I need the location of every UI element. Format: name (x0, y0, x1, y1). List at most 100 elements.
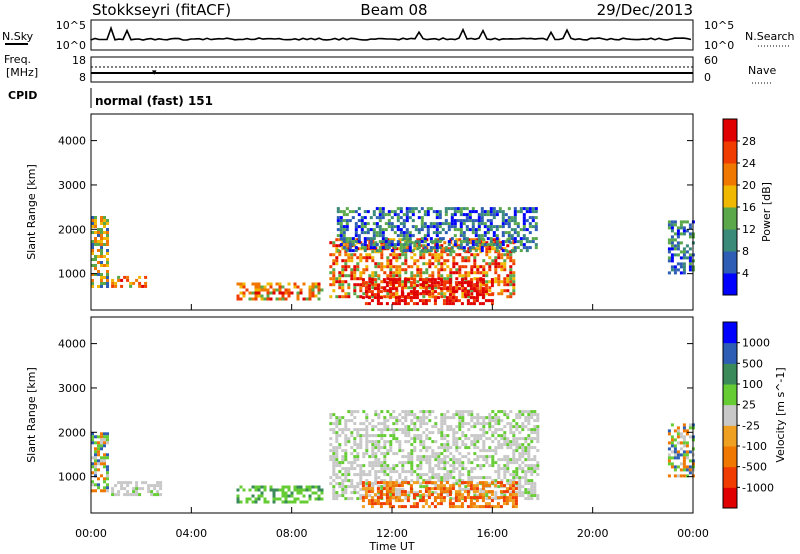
echo-cell (386, 256, 390, 260)
echo-cell (473, 259, 477, 263)
echo-cell (515, 467, 519, 471)
echo-cell (430, 284, 434, 288)
echo-cell (428, 464, 432, 468)
echo-cell (489, 225, 493, 229)
echo-cell (534, 210, 538, 214)
echo-cell (364, 493, 368, 497)
echo-cell (497, 434, 501, 438)
echo-cell (497, 280, 501, 284)
echo-cell (341, 458, 345, 462)
echo-cell (500, 289, 504, 293)
echo-cell (509, 461, 513, 465)
echo-cell (476, 253, 480, 257)
echo-cell (527, 434, 531, 438)
echo-cell (242, 285, 246, 289)
echo-cell (342, 231, 346, 235)
echo-cell (679, 435, 683, 439)
echo-cell (106, 234, 109, 237)
echo-cell (422, 431, 426, 435)
echo-cell (500, 443, 504, 447)
echo-cell (368, 274, 372, 278)
echo-cell (482, 265, 486, 269)
echo-cell (679, 453, 683, 457)
echo-cell (449, 268, 453, 272)
echo-cell (479, 283, 483, 287)
echo-cell (527, 443, 531, 447)
echo-cell (434, 416, 438, 420)
echo-cell (374, 479, 378, 483)
echo-cell (400, 505, 404, 509)
echo-cell (458, 410, 462, 414)
echo-cell (393, 246, 397, 250)
echo-cell (404, 413, 408, 417)
echo-cell (467, 479, 471, 483)
echo-cell (341, 280, 345, 284)
echo-cell (419, 449, 423, 453)
echo-cell (311, 294, 315, 298)
echo-cell (290, 500, 294, 504)
echo-cell (482, 241, 486, 245)
echo-cell (452, 467, 456, 471)
echo-cell (492, 207, 496, 211)
x-tick-label: 00:00 (677, 527, 709, 540)
echo-cell (345, 213, 349, 217)
echo-cell (673, 429, 677, 433)
echo-cell (470, 440, 474, 444)
echo-cell (388, 487, 392, 491)
echo-cell (348, 210, 352, 214)
echo-cell (351, 249, 355, 253)
echo-cell (469, 499, 473, 503)
echo-cell (391, 493, 395, 497)
echo-cell (341, 482, 345, 486)
echo-cell (673, 223, 677, 227)
echo-cell (332, 479, 336, 483)
echo-cell (450, 216, 454, 220)
echo-cell (682, 232, 686, 236)
echo-cell (432, 246, 436, 250)
echo-cell (406, 302, 410, 306)
echo-cell (455, 446, 459, 450)
echo-cell (685, 444, 689, 448)
echo-cell (420, 237, 424, 241)
echo-cell (378, 249, 382, 253)
echo-cell (338, 428, 342, 432)
echo-cell (335, 280, 339, 284)
echo-cell (275, 497, 279, 501)
echo-cell (106, 261, 109, 264)
echo-cell (299, 291, 303, 295)
echo-cell (470, 271, 474, 275)
echo-cell (344, 419, 348, 423)
echo-cell (494, 452, 498, 456)
echo-cell (476, 476, 480, 480)
colorbar-swatch (723, 487, 737, 509)
echo-cell (670, 247, 674, 251)
echo-cell (361, 499, 365, 503)
echo-cell (362, 470, 366, 474)
echo-cell (410, 449, 414, 453)
echo-cell (506, 461, 510, 465)
echo-cell (407, 425, 411, 429)
echo-cell (682, 459, 686, 463)
echo-cell (670, 235, 674, 239)
echo-cell (380, 268, 384, 272)
echo-cell (470, 292, 474, 296)
echo-cell (673, 244, 677, 248)
echo-cell (533, 428, 537, 432)
echo-cell (356, 277, 360, 281)
echo-cell (533, 470, 537, 474)
echo-cell (359, 295, 363, 299)
echo-cell (503, 283, 507, 287)
echo-cell (408, 234, 412, 238)
echo-cell (347, 470, 351, 474)
echo-cell (518, 491, 522, 495)
echo-cell (434, 265, 438, 269)
echo-cell (100, 234, 103, 237)
echo-cell (463, 293, 467, 297)
echo-cell (350, 497, 354, 501)
echo-cell (275, 488, 279, 492)
power-colorbar-label: Power [dB] (760, 182, 773, 242)
echo-cell (494, 470, 498, 474)
echo-cell (386, 464, 390, 468)
echo-cell (488, 416, 492, 420)
echo-cell (377, 446, 381, 450)
